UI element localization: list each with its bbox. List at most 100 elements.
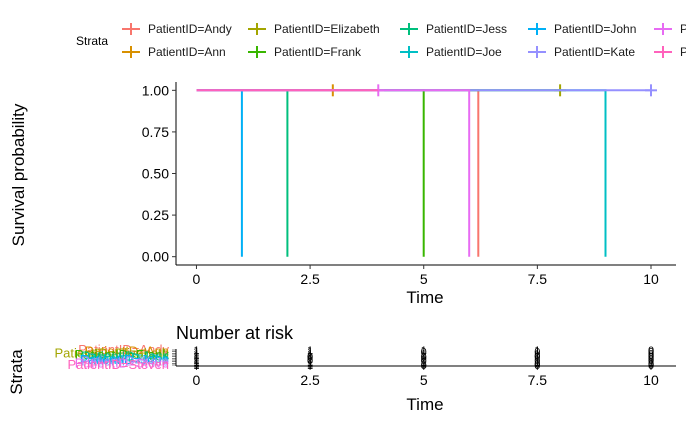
risk-row-label: PatientID=Steven bbox=[67, 357, 169, 372]
risk-row-label: PatientID=Andy bbox=[78, 342, 169, 357]
survival-curve bbox=[196, 89, 243, 257]
risk-count: 1 bbox=[193, 348, 199, 360]
legend-item-label: PatientID=Jess bbox=[426, 22, 507, 36]
legend-item: Pa bbox=[654, 45, 686, 59]
risk-count: 1 bbox=[307, 347, 313, 359]
y-tick-label: 0.50 bbox=[142, 166, 169, 182]
risk-x-tick-label: 0 bbox=[193, 372, 201, 388]
legend-item: Pa bbox=[654, 22, 686, 36]
survival-curve bbox=[196, 89, 425, 257]
risk-count: 0 bbox=[648, 360, 654, 372]
risk-row-label: PatientID=Jess bbox=[81, 349, 169, 364]
risk-count: 0 bbox=[648, 355, 654, 367]
risk-count: 1 bbox=[421, 350, 427, 362]
risk-count: 0 bbox=[648, 345, 654, 357]
series-7 bbox=[196, 89, 243, 257]
risk-count: 1 bbox=[307, 358, 313, 370]
risk-count: 1 bbox=[421, 357, 427, 369]
legend-item: PatientID=John bbox=[528, 22, 636, 36]
risk-count: 1 bbox=[421, 353, 427, 365]
risk-count: 1 bbox=[534, 357, 540, 369]
legend-item: PatientID=Elizabeth bbox=[248, 22, 380, 36]
legend-item: PatientID=Frank bbox=[248, 45, 362, 59]
risk-row-label: PatientID=Joe bbox=[87, 350, 169, 365]
legend-item-label: Pa bbox=[680, 45, 686, 59]
risk-count: 1 bbox=[534, 348, 540, 360]
risk-x-tick-label: 2.5 bbox=[300, 372, 320, 388]
y-tick-label: 0.00 bbox=[142, 249, 169, 265]
survival-plot: Survival probability Time 0.00 0.25 0.50 0.… bbox=[9, 82, 676, 307]
risk-count: 0 bbox=[648, 347, 654, 359]
y-axis-label: Survival probability bbox=[9, 103, 28, 246]
risk-row-label: PatientID=Elizabeth bbox=[54, 345, 169, 360]
risk-count: 1 bbox=[193, 352, 199, 364]
risk-count: 0 bbox=[534, 358, 540, 370]
legend-item-label: PatientID=John bbox=[554, 22, 636, 36]
risk-count: 1 bbox=[193, 347, 199, 359]
y-tick-label: 0.25 bbox=[142, 207, 169, 223]
risk-count: 1 bbox=[307, 348, 313, 360]
risk-row-label: PatientID=Ann bbox=[85, 344, 169, 359]
risk-count: 0 bbox=[648, 350, 654, 362]
risk-count: 1 bbox=[193, 360, 199, 372]
risk-table-title: Number at risk bbox=[176, 323, 294, 343]
risk-count: 1 bbox=[193, 353, 199, 365]
risk-count: 0 bbox=[421, 355, 427, 367]
legend-item: PatientID=Jess bbox=[400, 22, 507, 36]
risk-count: 1 bbox=[193, 358, 199, 370]
series-4 bbox=[196, 89, 425, 257]
risk-count: 1 bbox=[193, 350, 199, 362]
risk-table-x-label: Time bbox=[406, 395, 443, 414]
x-tick-label: 0 bbox=[193, 271, 201, 287]
series-6 bbox=[196, 89, 607, 257]
risk-count: 0 bbox=[648, 358, 654, 370]
risk-count: 0 bbox=[421, 347, 427, 359]
risk-count: 1 bbox=[307, 350, 313, 362]
risk-count: 1 bbox=[307, 357, 313, 369]
risk-count: 1 bbox=[307, 360, 313, 372]
legend-item-label: PatientID=Kate bbox=[554, 45, 635, 59]
legend-item: PatientID=Andy bbox=[122, 22, 232, 36]
risk-count: 0 bbox=[534, 355, 540, 367]
risk-count: 0 bbox=[421, 352, 427, 364]
legend: Strata PatientID=Andy PatientID=Ann Patien… bbox=[76, 22, 686, 59]
risk-x-tick-label: 10 bbox=[643, 372, 659, 388]
series-9 bbox=[196, 84, 471, 257]
legend-title: Strata bbox=[76, 34, 108, 48]
risk-count: 1 bbox=[421, 345, 427, 357]
x-tick-label: 10 bbox=[643, 271, 659, 287]
risk-count: 0 bbox=[534, 350, 540, 362]
legend-item: PatientID=Kate bbox=[528, 45, 635, 59]
legend-item-label: PatientID=Andy bbox=[148, 22, 232, 36]
risk-count: 1 bbox=[193, 355, 199, 367]
risk-count: 0 bbox=[421, 360, 427, 372]
risk-count: 1 bbox=[193, 357, 199, 369]
x-axis-label: Time bbox=[406, 288, 443, 307]
x-tick-label: 7.5 bbox=[528, 271, 548, 287]
x-tick-label: 2.5 bbox=[300, 271, 320, 287]
risk-count: 1 bbox=[534, 353, 540, 365]
risk-count: 0 bbox=[534, 352, 540, 364]
survival-curve bbox=[196, 89, 607, 257]
risk-count: 1 bbox=[307, 345, 313, 357]
risk-count: 1 bbox=[648, 357, 654, 369]
risk-count: 0 bbox=[307, 355, 313, 367]
y-tick-label: 1.00 bbox=[142, 82, 169, 98]
risk-x-tick-label: 5 bbox=[420, 372, 428, 388]
risk-count: 0 bbox=[648, 353, 654, 365]
risk-count: 0 bbox=[534, 360, 540, 372]
legend-item-label: PatientID=Frank bbox=[274, 45, 362, 59]
y-tick-label: 0.75 bbox=[142, 124, 169, 140]
legend-item: PatientID=Joe bbox=[400, 45, 502, 59]
x-tick-label: 5 bbox=[420, 271, 428, 287]
risk-row-label: PatientID=John bbox=[80, 352, 169, 367]
risk-count: 0 bbox=[648, 348, 654, 360]
legend-item: PatientID=Ann bbox=[122, 45, 226, 59]
risk-count: 0 bbox=[648, 352, 654, 364]
risk-row-label: PatientID=Steve bbox=[75, 355, 169, 370]
risk-count: 1 bbox=[421, 358, 427, 370]
risk-table: Number at risk Strata Time PatientID=And… bbox=[7, 323, 676, 414]
risk-count: 0 bbox=[534, 347, 540, 359]
risk-count: 1 bbox=[421, 348, 427, 360]
